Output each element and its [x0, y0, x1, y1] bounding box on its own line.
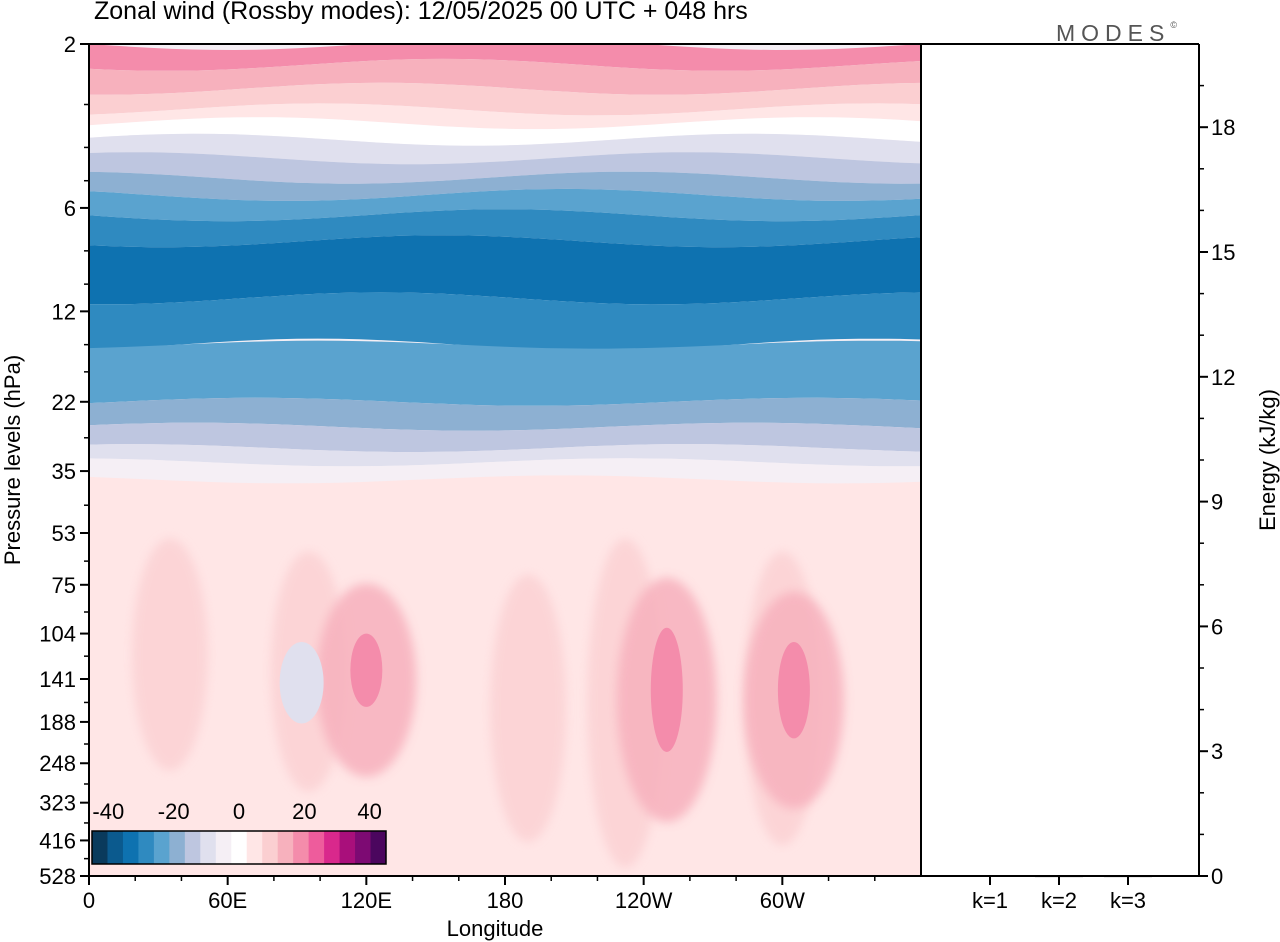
colorbar-swatch — [122, 831, 139, 864]
pressure-tick-label: 12 — [52, 299, 76, 324]
pressure-tick-label: 53 — [52, 521, 76, 546]
colorbar-swatch — [200, 831, 217, 864]
category-label: k=2 — [1041, 888, 1077, 913]
colorbar-label: 20 — [292, 799, 316, 824]
longitude-tick-label: 0 — [83, 888, 95, 913]
pressure-tick-label: 75 — [52, 573, 76, 598]
chart-title: Zonal wind (Rossby modes): 12/05/2025 00… — [94, 0, 748, 25]
colorbar-swatch — [246, 831, 263, 864]
colorbar-swatch — [184, 831, 201, 864]
energy-tick-label: 18 — [1211, 115, 1235, 140]
colorbar-swatch — [262, 831, 279, 864]
energy-tick-label: 12 — [1211, 365, 1235, 390]
band-3 — [89, 103, 921, 130]
band-10 — [89, 235, 921, 305]
pressure-tick-label: 323 — [39, 791, 76, 816]
band-6 — [89, 152, 921, 184]
plume-0 — [131, 538, 208, 771]
heatmap-plot — [89, 44, 921, 876]
y-axis-label: Pressure levels (hPa) — [0, 355, 25, 565]
energy-axis-label: Energy (kJ/kg) — [1255, 389, 1280, 531]
pressure-tick-label: 104 — [39, 622, 76, 647]
logo-copyright-mark: © — [1170, 20, 1177, 30]
colorbar-swatch — [153, 831, 170, 864]
colorbar-swatch — [107, 831, 124, 864]
longitude-tick-label: 120W — [615, 888, 673, 913]
pressure-tick-label: 528 — [39, 864, 76, 889]
colorbar-swatch — [231, 831, 248, 864]
colorbar-swatch — [370, 831, 387, 864]
pressure-tick-label: 6 — [64, 196, 76, 221]
colorbar-swatch — [277, 831, 294, 864]
colorbar-label: 40 — [357, 799, 381, 824]
logo-text: MODES — [1056, 20, 1171, 46]
energy-tick-label: 15 — [1211, 240, 1235, 265]
band-4 — [89, 117, 921, 146]
modes-logo: MODES© — [1056, 20, 1177, 47]
longitude-tick-label: 60W — [760, 888, 805, 913]
longitude-tick-label: 60E — [208, 888, 247, 913]
band-13 — [89, 397, 921, 431]
category-label: k=1 — [972, 888, 1008, 913]
band-0 — [89, 44, 921, 71]
longitude-tick-label: 180 — [487, 888, 524, 913]
colorbar-swatch — [215, 831, 232, 864]
colorbar-swatch — [293, 831, 310, 864]
band-7 — [89, 171, 921, 201]
pressure-tick-label: 141 — [39, 667, 76, 692]
colorbar-swatch — [339, 831, 356, 864]
easterly-pocket — [279, 641, 324, 724]
colorbar-swatch — [92, 831, 108, 864]
colorbar-swatch — [138, 831, 155, 864]
pressure-tick-label: 22 — [52, 390, 76, 415]
band-15 — [89, 444, 921, 467]
energy-tick-label: 6 — [1211, 614, 1223, 639]
colorbar-swatch — [355, 831, 372, 864]
colorbar-label: 0 — [233, 799, 245, 824]
energy-bar-k=1 — [966, 875, 1014, 877]
band-9 — [89, 209, 921, 248]
band-1 — [89, 58, 921, 95]
plume-2 — [490, 574, 567, 842]
energy-tick-label: 0 — [1211, 864, 1223, 889]
energy-tick-label: 9 — [1211, 490, 1223, 515]
longitude-tick-label: 120E — [341, 888, 392, 913]
colorbar-swatch — [308, 831, 325, 864]
x-axis-label: Longitude — [447, 916, 544, 941]
band-14 — [89, 422, 921, 453]
band-11 — [89, 292, 921, 351]
energy-tick-label: 3 — [1211, 739, 1223, 764]
energy-bars: k=1 k=2 k=3 — [966, 875, 1152, 913]
colorbar: -40 -20 0 20 40 — [91, 799, 387, 865]
band-5 — [89, 133, 921, 165]
pressure-tick-label: 416 — [39, 828, 76, 853]
jet-core-3 — [777, 641, 810, 739]
colorbar-swatch — [169, 831, 186, 864]
category-label: k=3 — [1110, 888, 1146, 913]
pressure-tick-label: 35 — [52, 459, 76, 484]
colorbar-label: -20 — [158, 799, 190, 824]
colorbar-frame — [91, 830, 387, 865]
band-12 — [89, 340, 921, 406]
band-8 — [89, 188, 921, 222]
colorbar-swatch — [324, 831, 341, 864]
pressure-tick-label: 188 — [39, 710, 76, 735]
jet-core-2 — [650, 627, 683, 753]
colorbar-label: -40 — [92, 799, 124, 824]
jet-core-1 — [350, 633, 383, 707]
band-16 — [89, 458, 921, 484]
pressure-tick-label: 248 — [39, 751, 76, 776]
pressure-tick-label: 2 — [64, 32, 76, 57]
band-2 — [89, 82, 921, 116]
